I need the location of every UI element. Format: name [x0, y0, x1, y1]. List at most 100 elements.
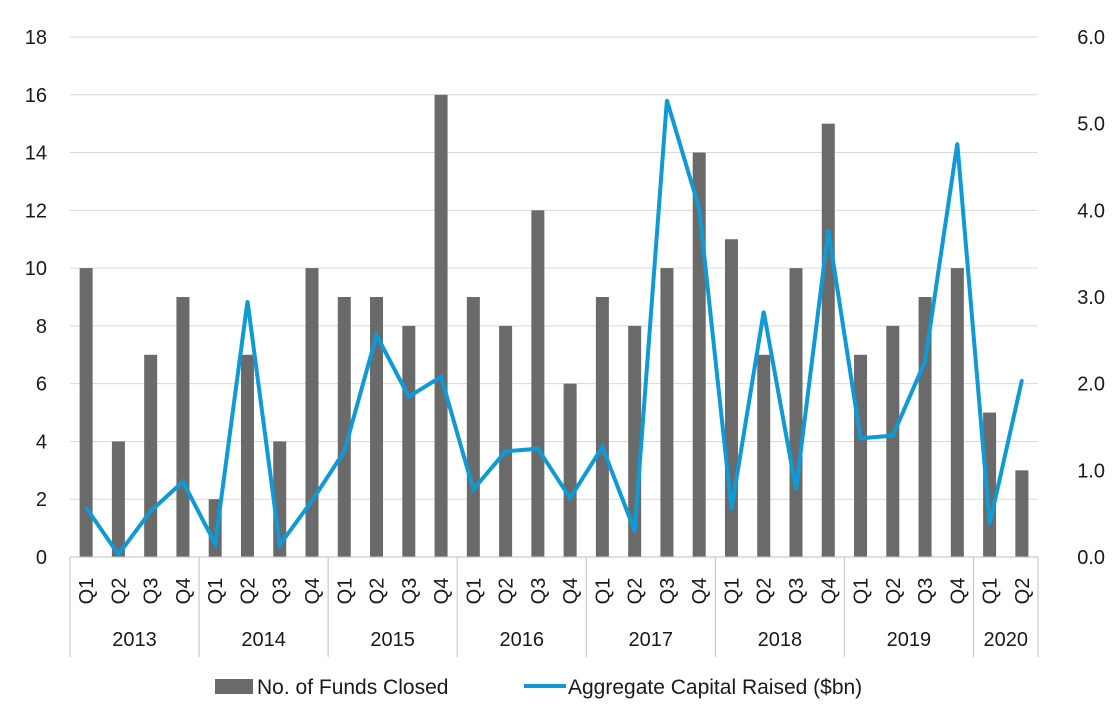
line-point [407, 395, 411, 399]
quarter-label: Q4 [431, 578, 453, 605]
right-axis-tick-label: 6.0 [1077, 27, 1105, 49]
legend-label-bars: No. of Funds Closed [257, 676, 448, 699]
bar-series [79, 94, 1029, 558]
bar [499, 325, 513, 557]
year-label: 2014 [241, 629, 286, 651]
quarter-label: Q3 [915, 578, 937, 605]
quarter-label: Q2 [496, 578, 518, 605]
bar [79, 268, 93, 557]
left-axis-tick-label: 12 [25, 200, 47, 222]
left-axis-tick-label: 6 [36, 374, 47, 396]
line-point [310, 499, 314, 503]
right-axis-tick-label: 5.0 [1077, 114, 1105, 136]
line-point [826, 228, 830, 232]
quarter-label: Q4 [302, 578, 324, 605]
bar [144, 354, 158, 557]
year-label: 2013 [112, 629, 157, 651]
bar [595, 297, 609, 557]
line-series-path [84, 99, 1024, 558]
bar [434, 94, 448, 558]
right-axis-tick-label: 4.0 [1077, 200, 1105, 222]
bar [660, 268, 674, 557]
x-axis: Q1 Q2 Q3 Q4 2013 Q1 Q2 Q3 Q4 2014 Q1 Q2 Q3 Q4 2015 Q1 Q2… [69, 556, 1039, 657]
line-point [633, 529, 637, 533]
bar [402, 325, 416, 557]
bar [854, 354, 868, 557]
left-axis-tick-label: 0 [36, 547, 47, 569]
quarter-label: Q1 [205, 578, 227, 605]
right-axis-tick-label: 0.0 [1077, 547, 1105, 569]
quarter-label: Q1 [980, 578, 1002, 605]
left-axis-tick-label: 4 [36, 431, 47, 453]
bar [757, 354, 771, 557]
bar [305, 268, 319, 557]
quarter-label: Q1 [76, 578, 98, 605]
quarter-label: Q4 [560, 578, 582, 605]
line-series [84, 98, 1024, 558]
bar [789, 268, 803, 557]
year-label: 2020 [983, 629, 1028, 651]
line-point [471, 487, 475, 491]
line-point [859, 436, 863, 440]
bar [1015, 470, 1029, 557]
quarter-label: Q3 [270, 578, 292, 605]
bar [176, 297, 190, 557]
line-point [439, 375, 443, 379]
line-point [84, 506, 88, 510]
gridlines [70, 36, 1038, 558]
quarter-label: Q1 [463, 578, 485, 605]
quarter-label: Q3 [399, 578, 421, 605]
left-axis-tick-label: 8 [36, 316, 47, 338]
line-point [1020, 378, 1024, 382]
line-point [342, 449, 346, 453]
quarter-label: Q1 [592, 578, 614, 605]
year-label: 2016 [499, 629, 544, 651]
quarter-label: Q2 [1012, 578, 1034, 605]
line-point [149, 509, 153, 513]
bar [563, 383, 577, 557]
year-label: 2015 [370, 629, 415, 651]
right-axis-tick-label: 1.0 [1077, 460, 1105, 482]
legend-label-line: Aggregate Capital Raised ($bn) [568, 676, 862, 699]
right-y-axis: 0.0 1.0 2.0 3.0 4.0 5.0 6.0 [1077, 27, 1105, 569]
line-point [278, 543, 282, 547]
quarter-label: Q2 [367, 578, 389, 605]
quarter-label: Q3 [786, 578, 808, 605]
bar [886, 325, 900, 557]
right-axis-tick-label: 3.0 [1077, 287, 1105, 309]
left-axis-tick-label: 10 [25, 258, 47, 280]
bar [918, 297, 932, 557]
left-axis-tick-label: 14 [25, 143, 47, 165]
quarter-label: Q2 [238, 578, 260, 605]
quarter-label: Q2 [883, 578, 905, 605]
line-point [955, 142, 959, 146]
quarter-label: Q2 [108, 578, 130, 605]
quarter-label: Q4 [947, 578, 969, 605]
line-point [568, 496, 572, 500]
line-point [794, 487, 798, 491]
legend: No. of Funds Closed Aggregate Capital Ra… [215, 676, 862, 699]
left-axis-tick-label: 16 [25, 85, 47, 107]
left-y-axis: 0 2 4 6 8 10 12 14 16 18 [25, 27, 47, 569]
line-point [181, 480, 185, 484]
bar [950, 268, 964, 557]
quarter-label: Q1 [722, 578, 744, 605]
left-axis-tick-label: 2 [36, 489, 47, 511]
right-axis-tick-label: 2.0 [1077, 374, 1105, 396]
bar [370, 297, 384, 557]
line-point [504, 449, 508, 453]
quarter-label: Q3 [528, 578, 550, 605]
line-point [375, 333, 379, 337]
line-point [697, 207, 701, 211]
quarter-label: Q4 [689, 578, 711, 605]
line-point [600, 445, 604, 449]
line-point [891, 434, 895, 438]
line-point [213, 542, 217, 546]
bar [983, 412, 997, 557]
line-point [988, 522, 992, 526]
quarter-label: Q1 [851, 578, 873, 605]
quarter-label: Q2 [754, 578, 776, 605]
quarter-label: Q3 [141, 578, 163, 605]
quarter-label: Q3 [657, 578, 679, 605]
